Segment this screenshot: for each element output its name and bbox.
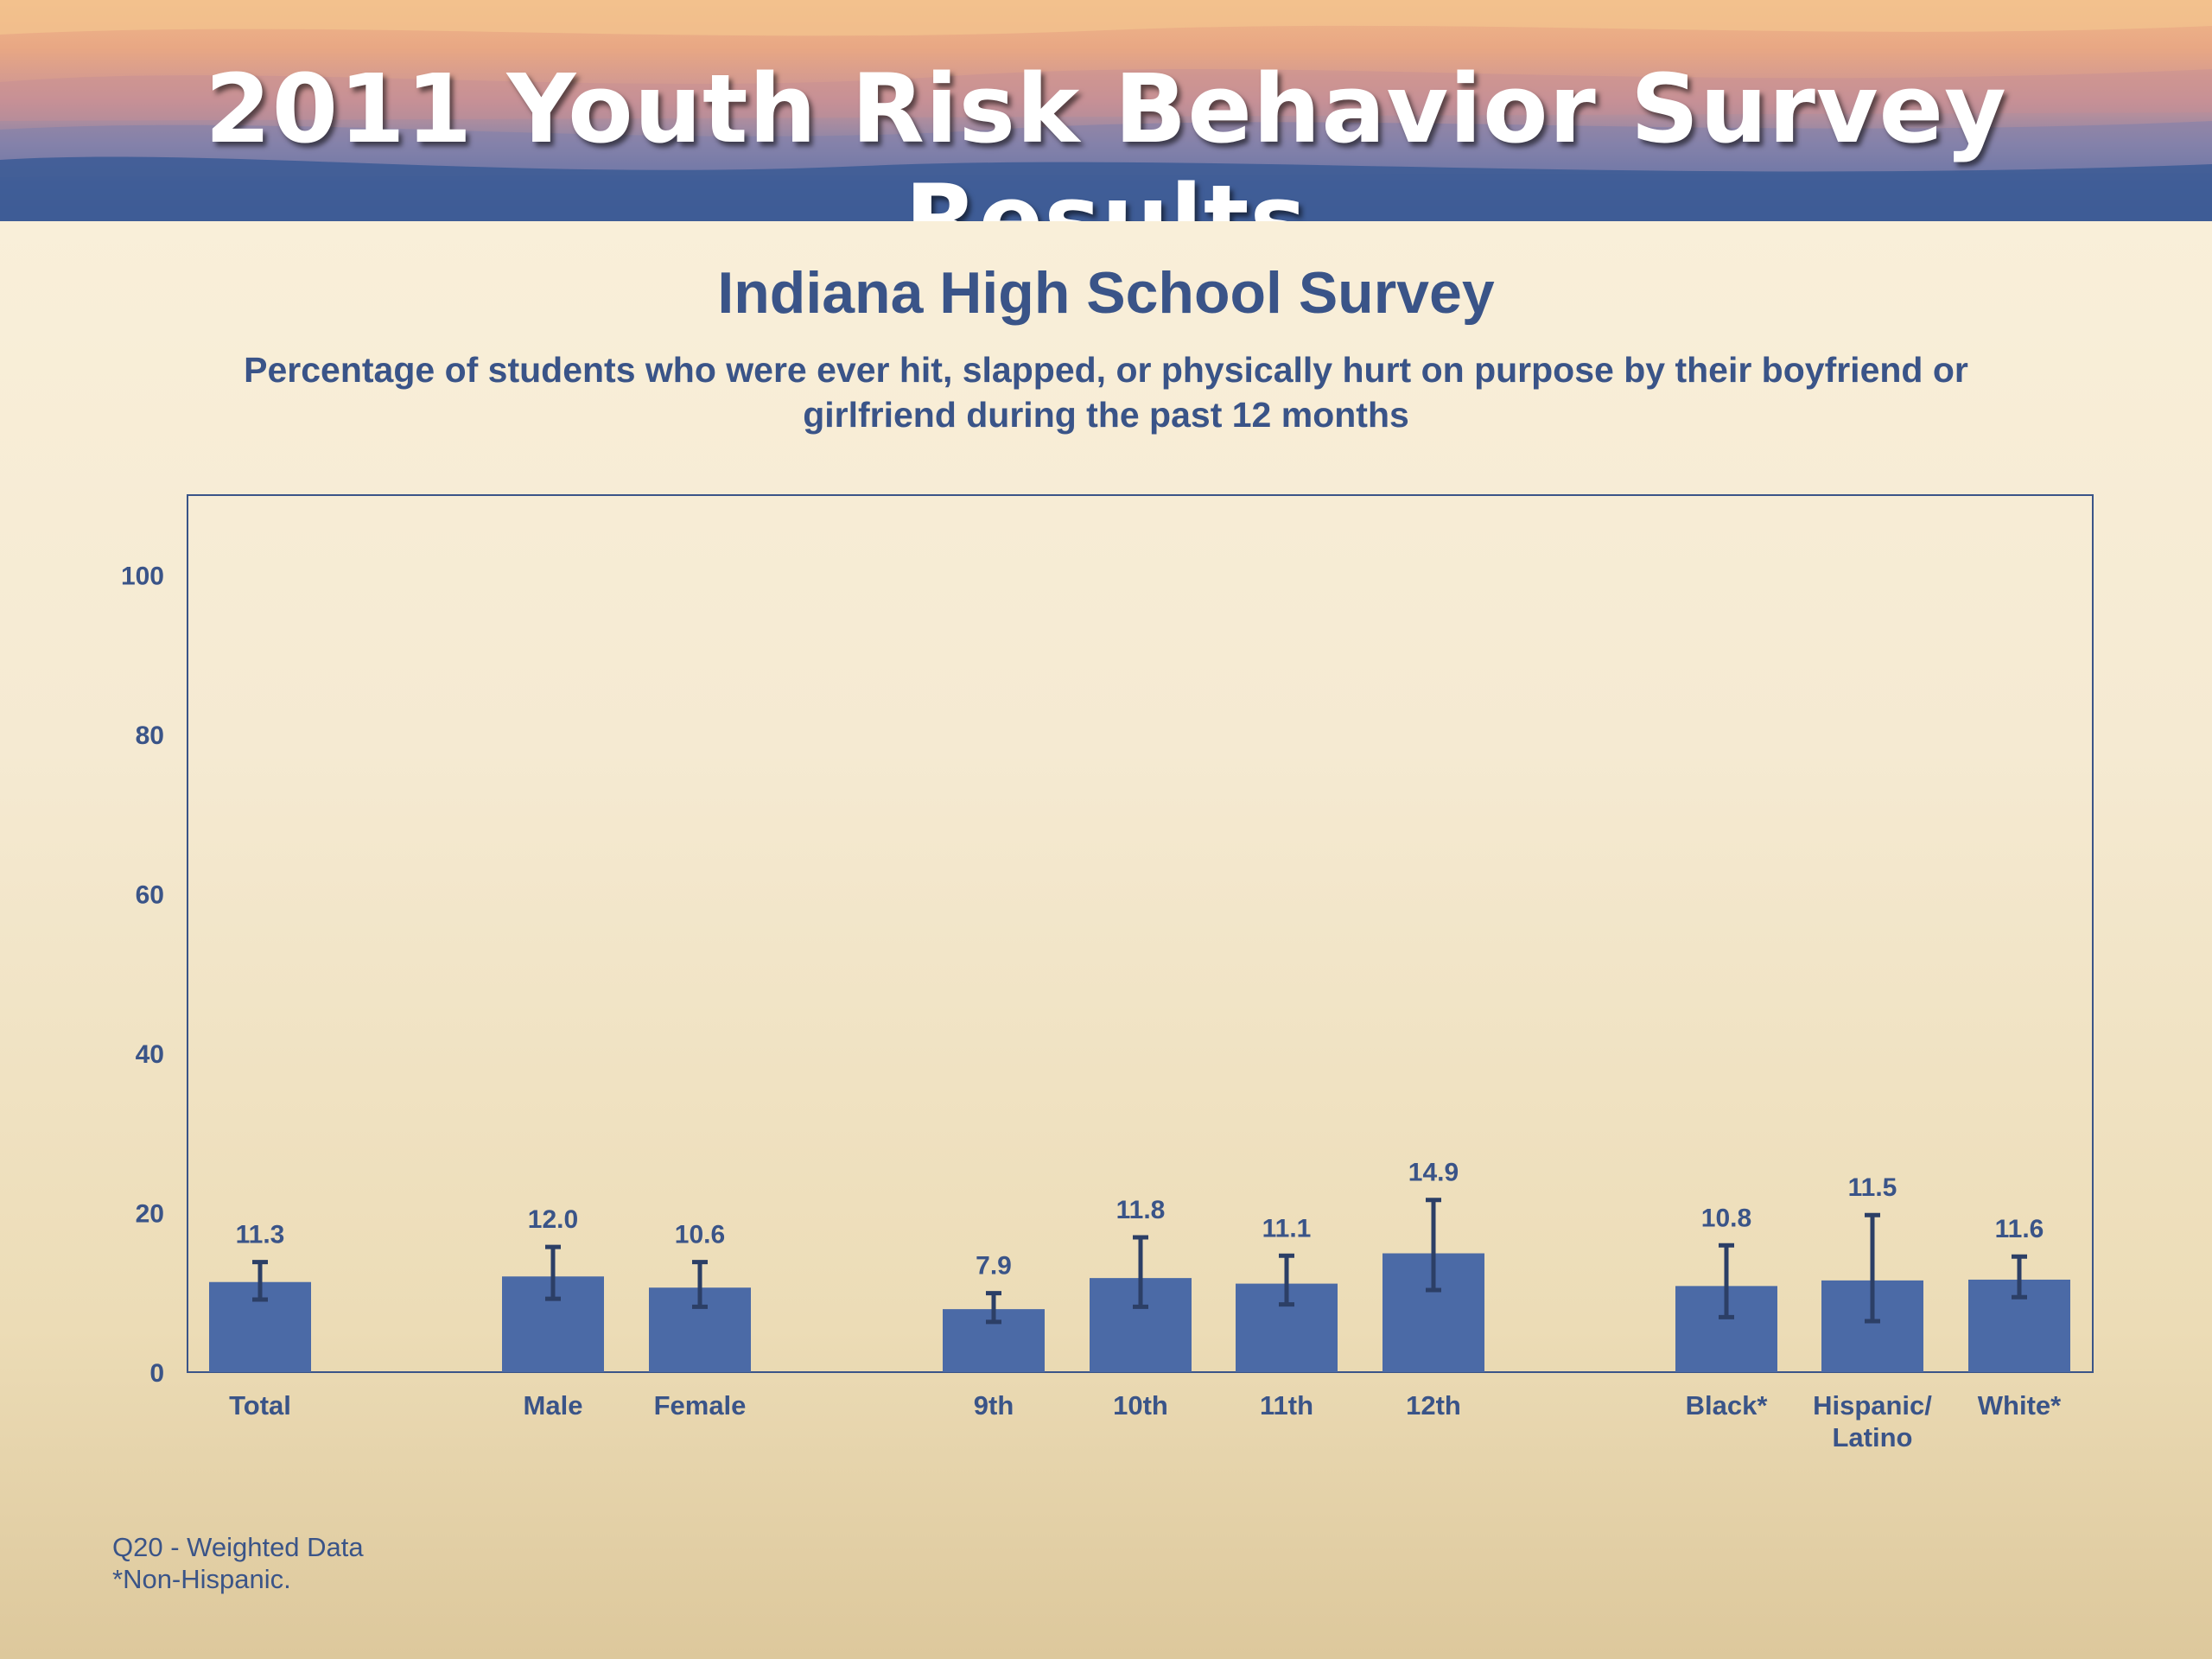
y-tick-label: 20 bbox=[136, 1199, 164, 1228]
y-tick-label: 60 bbox=[136, 880, 164, 909]
mountain-ridges-decoration bbox=[0, 0, 2212, 221]
data-label: 7.9 bbox=[976, 1252, 1012, 1281]
chart-subtitle: Percentage of students who were ever hit… bbox=[244, 350, 1968, 435]
footnote-non-hispanic: *Non-Hispanic. bbox=[112, 1564, 291, 1594]
data-label: 14.9 bbox=[1408, 1159, 1459, 1187]
chart-title: Indiana High School Survey bbox=[717, 260, 1495, 326]
x-tick-label: 9th bbox=[974, 1390, 1014, 1421]
y-tick-label: 0 bbox=[149, 1359, 164, 1388]
x-tick-label: Black* bbox=[1686, 1390, 1769, 1421]
x-tick-label: 11th bbox=[1260, 1390, 1313, 1421]
x-tick-label: 10th bbox=[1113, 1390, 1168, 1421]
x-tick-label: 12th bbox=[1406, 1390, 1461, 1421]
data-label: 11.8 bbox=[1116, 1196, 1166, 1224]
x-tick-label: Total bbox=[229, 1390, 291, 1421]
x-tick-label: Latino bbox=[1833, 1422, 1913, 1452]
data-label: 10.6 bbox=[675, 1221, 725, 1249]
data-label: 10.8 bbox=[1701, 1204, 1751, 1232]
x-tick-label: Male bbox=[524, 1390, 583, 1421]
data-label: 12.0 bbox=[528, 1205, 578, 1234]
y-tick-label: 100 bbox=[121, 562, 164, 590]
x-tick-label: Female bbox=[654, 1390, 747, 1421]
x-tick-label: White* bbox=[1978, 1390, 2062, 1421]
footnotes: Q20 - Weighted Data *Non-Hispanic. bbox=[112, 1531, 364, 1595]
y-tick-label: 40 bbox=[136, 1040, 164, 1069]
data-label: 11.3 bbox=[236, 1221, 285, 1249]
y-tick-label: 80 bbox=[136, 721, 164, 750]
data-label: 11.5 bbox=[1848, 1173, 1897, 1202]
footnote-weighted-data: Q20 - Weighted Data bbox=[112, 1532, 364, 1562]
x-tick-label: Hispanic/ bbox=[1813, 1390, 1932, 1421]
header-banner: 2011 Youth Risk Behavior Survey Results bbox=[0, 0, 2212, 221]
data-label: 11.6 bbox=[1995, 1215, 2044, 1243]
banner-title: 2011 Youth Risk Behavior Survey Results bbox=[205, 54, 2007, 221]
data-label: 11.1 bbox=[1262, 1214, 1312, 1243]
